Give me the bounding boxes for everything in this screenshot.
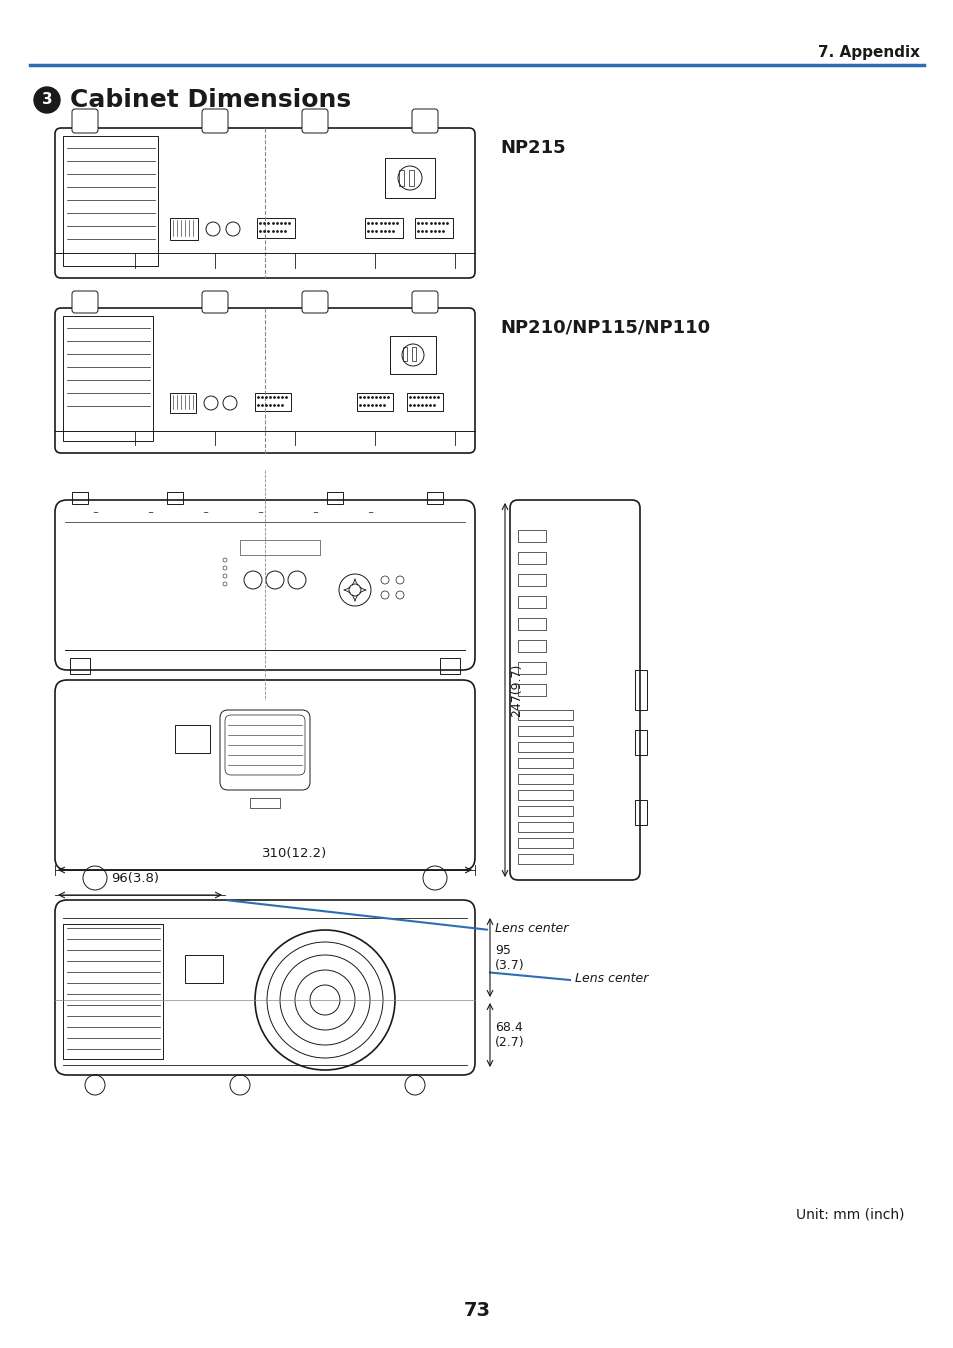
Text: ─: ─ [368,510,372,516]
Bar [409,170,414,186]
FancyBboxPatch shape [412,291,437,313]
Text: Unit: mm (inch): Unit: mm (inch) [796,1208,904,1223]
Bar [398,170,403,186]
Text: 95
(3.7): 95 (3.7) [495,944,524,972]
Text: 68.4
(2.7): 68.4 (2.7) [495,1020,524,1049]
Text: ─: ─ [203,510,207,516]
FancyBboxPatch shape [302,291,328,313]
Bar [63,315,152,441]
Text: NP210/NP115/NP110: NP210/NP115/NP110 [499,319,709,337]
Bar [439,658,459,674]
FancyBboxPatch shape [202,291,228,313]
Bar [517,530,545,542]
Bar [517,741,573,752]
Bar [185,954,223,983]
Bar [356,394,393,411]
Text: ─: ─ [148,510,152,516]
Bar [517,617,545,630]
Bar [517,838,573,848]
FancyBboxPatch shape [71,109,98,133]
Text: ─: ─ [257,510,262,516]
Text: ─: ─ [92,510,97,516]
Text: Lens center: Lens center [495,922,568,934]
Bar [390,336,436,373]
Bar [635,731,646,755]
FancyBboxPatch shape [202,109,228,133]
Text: Cabinet Dimensions: Cabinet Dimensions [70,88,351,112]
Text: 96(3.8): 96(3.8) [111,872,159,886]
Bar [407,394,442,411]
Bar [635,670,646,710]
Bar [254,394,291,411]
Bar [635,799,646,825]
Bar [167,492,183,504]
Bar [70,658,90,674]
Bar [427,492,442,504]
Bar [517,640,545,652]
Bar [365,218,402,239]
Text: ─: ─ [313,510,316,516]
FancyBboxPatch shape [412,109,437,133]
Bar [517,806,573,816]
Bar [174,725,210,754]
Bar [517,758,573,768]
Bar [517,683,545,696]
Text: 7. Appendix: 7. Appendix [817,44,919,59]
Bar [517,551,545,563]
Bar [327,492,343,504]
Bar [170,218,198,240]
Circle shape [34,88,60,113]
Bar [415,218,453,239]
Bar [385,158,435,198]
Bar [517,822,573,832]
Bar [71,492,88,504]
Text: 247(9.7): 247(9.7) [510,663,522,717]
Text: 310(12.2): 310(12.2) [262,847,327,860]
FancyBboxPatch shape [302,109,328,133]
Text: Lens center: Lens center [575,972,648,984]
Bar [517,710,573,720]
Bar [517,774,573,785]
Bar [517,596,545,608]
Bar [63,923,163,1060]
Text: NP215: NP215 [499,139,565,156]
Bar [517,790,573,799]
Bar [240,541,319,555]
Bar [517,662,545,674]
Bar [250,798,280,807]
Bar [170,394,195,412]
Text: 73: 73 [463,1301,490,1320]
Bar [517,855,573,864]
Bar [517,727,573,736]
Text: 3: 3 [42,93,52,108]
Bar [517,574,545,586]
Bar [402,346,407,361]
Bar [256,218,294,239]
FancyBboxPatch shape [71,291,98,313]
Bar [412,346,416,361]
Bar [63,136,158,266]
